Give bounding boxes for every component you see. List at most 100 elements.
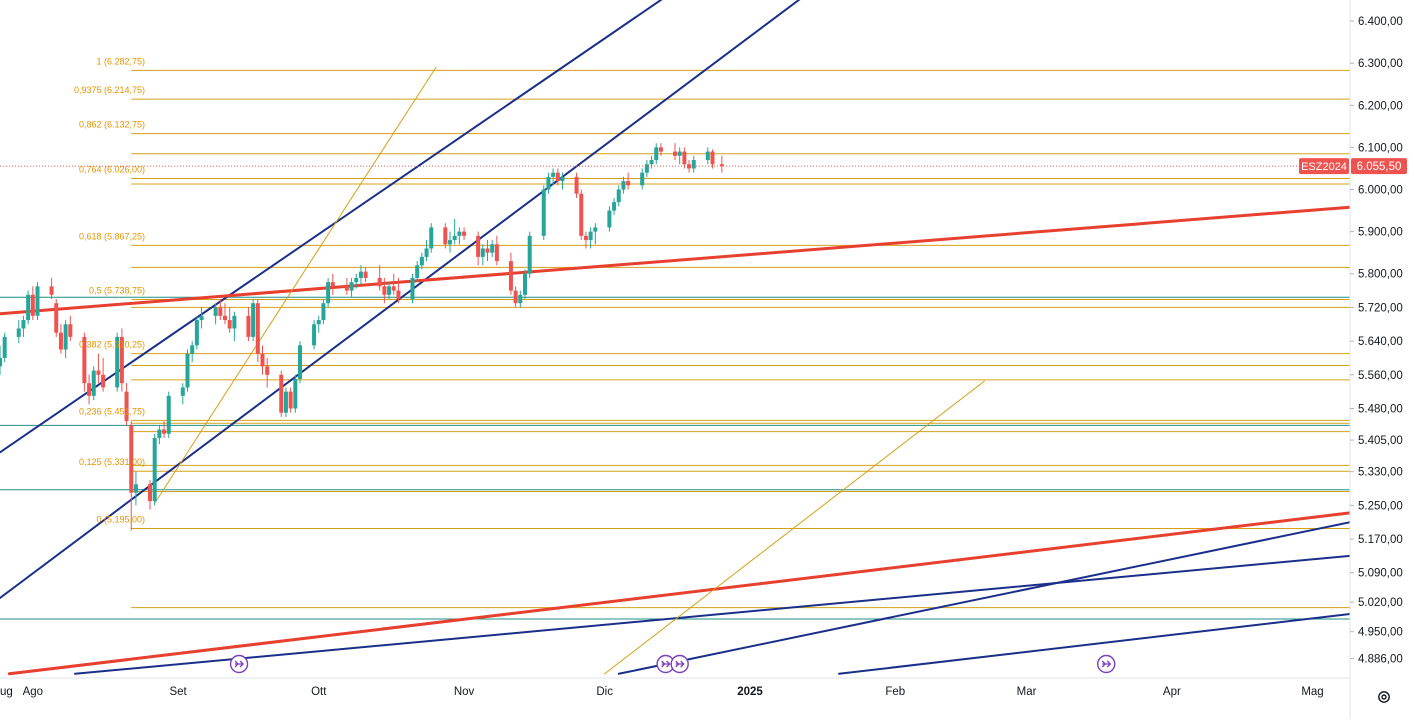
event-marker	[229, 654, 249, 674]
price-axis[interactable]: 6.400,00 6.300,00 6.200,00 6.100,00 6.000,00…	[1349, 0, 1403, 719]
price-tick-label: 5.560,00	[1358, 370, 1403, 382]
chart-settings-button[interactable]	[1376, 689, 1392, 705]
candle-body	[349, 282, 354, 291]
candle	[593, 223, 598, 245]
candle	[626, 172, 631, 190]
price-tick-label: 6.200,00	[1358, 100, 1403, 112]
candle	[283, 387, 288, 417]
candle-body	[129, 425, 134, 493]
channel-trend-line	[74, 554, 1350, 675]
candle-body	[616, 189, 621, 203]
candle	[185, 349, 190, 392]
candle-body	[180, 387, 185, 396]
candle	[612, 197, 617, 215]
candle	[21, 315, 26, 337]
candle	[251, 298, 256, 342]
fib-level-label: 0,9375 (6.214,75)	[74, 85, 145, 95]
candle	[148, 480, 152, 510]
candle-body	[476, 235, 481, 257]
fib-level-label: 0,618 (5.867,25)	[79, 231, 145, 241]
candle	[49, 277, 54, 299]
candle-body	[227, 320, 232, 329]
candle	[710, 149, 715, 169]
candle	[377, 265, 382, 291]
candle-body	[527, 235, 532, 274]
candle-body	[443, 227, 448, 245]
trend-trend-line	[0, 205, 1350, 316]
event-arrow-glyph	[661, 660, 671, 668]
candle-body	[87, 383, 92, 396]
candle-body	[91, 370, 96, 396]
candle-body	[213, 307, 218, 316]
candle-body	[326, 282, 331, 304]
candle	[157, 425, 162, 445]
candle	[508, 252, 513, 295]
candle-body	[199, 315, 204, 321]
candle	[490, 240, 495, 257]
time-tick-label: Ago	[23, 686, 43, 698]
candle	[415, 261, 420, 283]
candle	[82, 332, 87, 392]
candle-body	[358, 271, 363, 278]
candle-body	[115, 336, 120, 388]
candle	[54, 298, 59, 337]
fib-level-label: 0,5 (5.738,75)	[89, 286, 145, 296]
candle	[298, 341, 302, 384]
candle	[180, 383, 185, 405]
candle-body	[68, 324, 73, 337]
candle-body	[691, 160, 696, 169]
candle	[476, 231, 481, 266]
price-tick-label: 5.405,00	[1358, 435, 1403, 447]
candle	[546, 172, 551, 194]
candle-body	[124, 391, 129, 422]
price-tick-label: 6.000,00	[1358, 185, 1403, 197]
candle	[166, 391, 171, 438]
candle	[448, 231, 452, 253]
candle-body	[58, 332, 63, 350]
candle-body	[541, 189, 546, 236]
candle-body	[574, 176, 579, 194]
time-tick-label: Ott	[311, 686, 327, 698]
candle	[115, 332, 120, 392]
time-axis[interactable]: ug Ago Set Ott Nov Dic 2025 Feb Mar Apr Mag	[0, 677, 1350, 698]
time-tick-label: 2025	[737, 686, 763, 698]
fib-level-label: 0,764 (6.026,00)	[79, 165, 145, 175]
candle-body	[133, 484, 138, 493]
candle	[387, 282, 392, 299]
candle-body	[316, 320, 321, 325]
candle	[616, 185, 621, 207]
candle	[30, 286, 35, 321]
candle-body	[260, 353, 265, 367]
candle-body	[523, 273, 527, 295]
fib-level-label: 0,125 (5.331,00)	[79, 457, 145, 467]
symbol-label-bg	[1299, 158, 1349, 175]
candle-body	[429, 227, 434, 249]
channel-trend-line	[617, 521, 1350, 675]
time-tick-label: Feb	[885, 686, 905, 698]
candle	[513, 286, 518, 308]
price-tick-label: 4.950,00	[1358, 627, 1403, 639]
candle	[382, 277, 387, 304]
candle-body	[293, 379, 298, 409]
candle	[129, 421, 134, 531]
candle-body	[705, 151, 710, 161]
price-tick-label: 5.900,00	[1358, 227, 1403, 239]
candle-body	[480, 248, 485, 257]
time-tick-label: Dic	[596, 686, 613, 698]
candle	[312, 320, 317, 350]
candle-body	[626, 181, 631, 186]
candle	[607, 206, 612, 232]
candle-body	[710, 151, 715, 165]
horizontal-levels	[0, 69, 1350, 620]
candle-body	[583, 235, 588, 241]
candle	[246, 307, 251, 342]
candle	[321, 298, 326, 325]
candle-body	[555, 172, 560, 182]
price-tick-label: 5.480,00	[1358, 403, 1403, 415]
gear-icon	[1378, 691, 1390, 703]
fib-level-label: 0 (5.195,00)	[96, 515, 145, 525]
candle-body	[391, 286, 396, 291]
candle-body	[82, 336, 87, 384]
